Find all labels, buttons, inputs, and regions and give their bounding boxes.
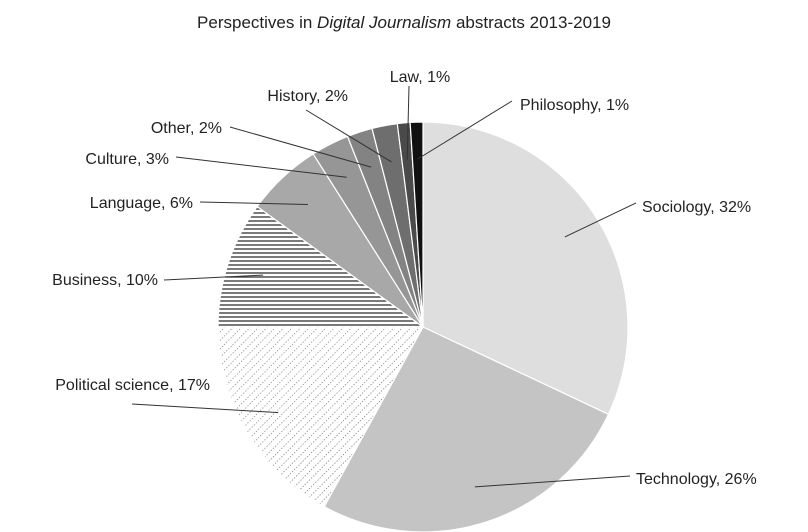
slice-label-language: Language, 6% [90, 195, 193, 212]
leader-line-business [163, 274, 264, 281]
slice-label-law: Law, 1% [390, 69, 450, 86]
chart-title-emphasis: Digital Journalism [317, 13, 452, 32]
leader-line-law [406, 85, 410, 160]
slice-label-other: Other, 2% [151, 120, 222, 137]
leader-line-technology [474, 475, 631, 488]
pie-slice-philosophy [409, 121, 424, 328]
pie-slice-political-science [217, 326, 425, 508]
leader-line-culture [175, 156, 347, 178]
leader-line-philosophy [417, 100, 513, 160]
pie-slice-business [217, 205, 425, 328]
pie-slice-sociology [422, 121, 629, 416]
leader-line-history [305, 109, 392, 163]
leader-line-political-science [131, 403, 279, 414]
slice-label-culture: Culture, 3% [85, 151, 169, 168]
slice-label-history: History, 2% [267, 88, 348, 105]
slice-label-sociology: Sociology, 32% [642, 199, 751, 216]
chart-title: Perspectives in Digital Journalism abstr… [0, 13, 808, 33]
leader-line-other [229, 126, 372, 168]
chart-title-suffix: abstracts 2013-2019 [451, 13, 611, 32]
leader-line-sociology [564, 202, 637, 238]
slice-label-philosophy: Philosophy, 1% [520, 97, 629, 114]
slice-label-technology: Technology, 26% [636, 471, 757, 488]
leader-line-language [199, 201, 308, 205]
chart-title-prefix: Perspectives in [197, 13, 318, 32]
slice-label-political-science: Political science, 17% [55, 377, 210, 394]
slice-label-business: Business, 10% [52, 272, 158, 289]
